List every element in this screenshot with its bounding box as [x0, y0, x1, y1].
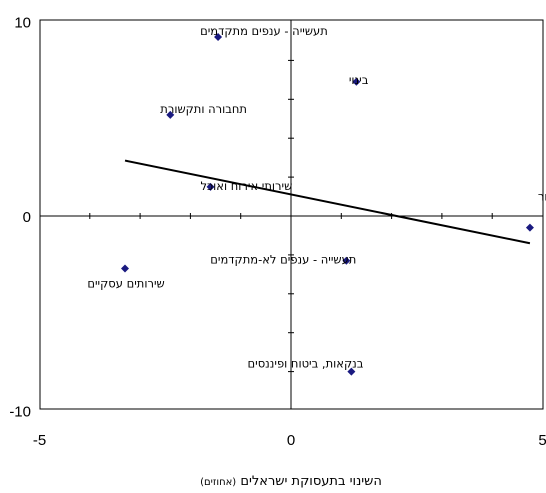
tick-labels: -5 0 5 10 0 -10 [9, 15, 546, 450]
point-labels: תעשייה - ענפים מתקדמים בינוי תחבורה ותקשור… [87, 24, 546, 371]
x-axis-title-main: השינוי בתעסוקת ישראלים [240, 474, 382, 489]
data-points [121, 33, 534, 376]
data-point-label: תעשייה - ענפים לא-מתקדמים [210, 253, 356, 267]
x-axis-title: השינוי בתעסוקת ישראלים (אחוזים) [200, 474, 382, 489]
data-point-label: בינוי [349, 73, 369, 87]
data-point [347, 367, 356, 376]
data-point [214, 33, 223, 42]
y-tick-label: -10 [9, 404, 31, 421]
data-point-label: מסחר [538, 190, 546, 204]
data-point-label: שירותים עסקיים [87, 277, 164, 291]
data-point [206, 182, 215, 191]
axes [40, 20, 543, 409]
x-tick-label: -5 [33, 432, 46, 449]
data-point [525, 223, 534, 232]
y-tick-label: 10 [14, 15, 31, 32]
data-point-label: תחבורה ותקשורת [160, 102, 247, 116]
data-point [166, 110, 175, 119]
trend-line [124, 159, 531, 245]
ticks [89, 59, 493, 373]
data-point [342, 256, 351, 265]
x-tick-label: 0 [287, 432, 295, 449]
x-axis-title-unit: (אחוזים) [200, 477, 236, 488]
x-tick-label: 5 [538, 432, 546, 449]
data-point-label: שירותי אירוח ואוכל [201, 179, 293, 193]
data-point-label: בנקאות, ביטוח ופיננסים [248, 357, 364, 371]
data-point-label: תעשייה - ענפים מתקדמים [200, 24, 328, 38]
data-point [121, 264, 130, 273]
data-point [352, 77, 361, 86]
y-tick-label: 0 [23, 209, 31, 226]
